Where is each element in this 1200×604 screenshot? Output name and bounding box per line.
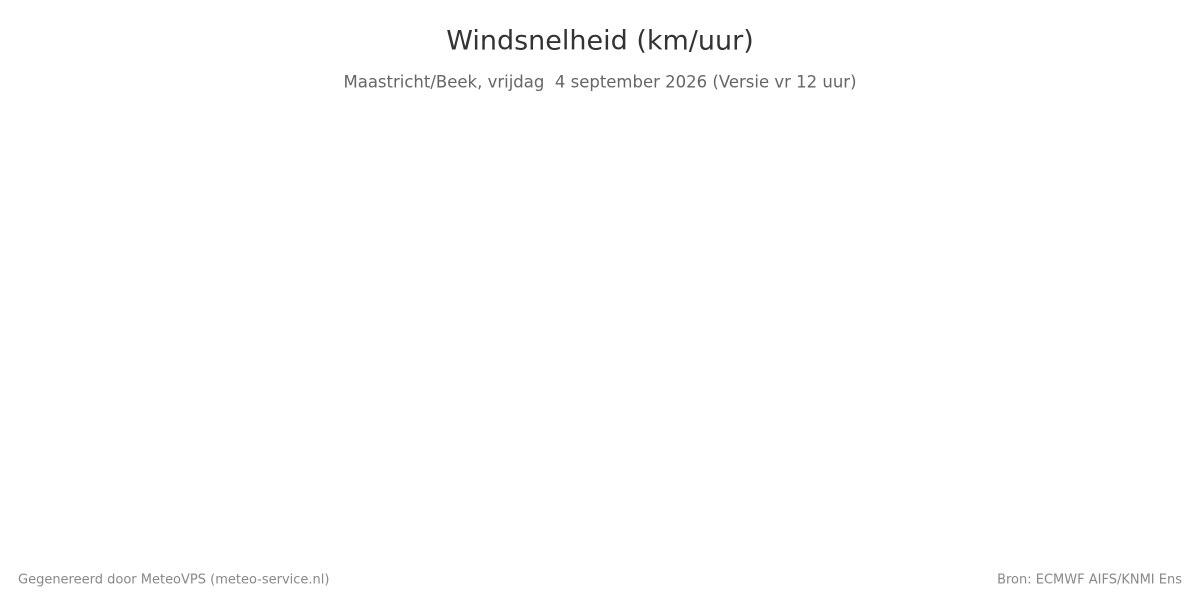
chart-title: Windsnelheid (km/uur) bbox=[446, 26, 754, 57]
footer-left: Gegenereerd door MeteoVPS (meteo-service… bbox=[18, 573, 329, 588]
chart-subtitle: Maastricht/Beek, vrijdag 4 september 202… bbox=[343, 73, 856, 92]
footer-right: Bron: ECMWF AIFS/KNMI Ens bbox=[997, 573, 1182, 588]
